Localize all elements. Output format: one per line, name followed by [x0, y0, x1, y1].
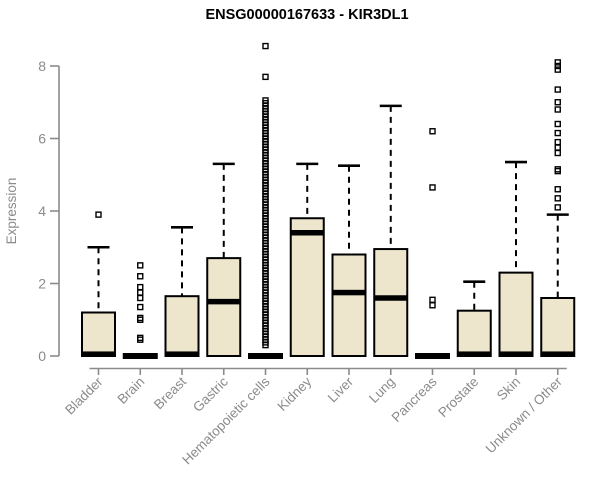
- y-tick-label: 4: [38, 203, 46, 219]
- box: [456, 309, 492, 357]
- outlier-point: [137, 289, 144, 296]
- x-category-label: Lung: [366, 374, 398, 406]
- outlier-point: [262, 73, 269, 81]
- median-line: [332, 289, 366, 296]
- outlier-point: [262, 42, 269, 50]
- box: [540, 297, 576, 357]
- outlier-point: [554, 66, 561, 73]
- x-category-label: Gastric: [190, 374, 231, 415]
- outlier-point: [554, 99, 561, 106]
- box: [373, 248, 409, 357]
- y-tick-label: 0: [38, 348, 46, 364]
- outlier-point: [429, 302, 436, 309]
- outlier-point: [429, 128, 436, 135]
- median-line: [499, 351, 533, 357]
- x-category-label: Liver: [325, 374, 357, 406]
- median-line: [457, 351, 491, 357]
- outlier-point: [95, 211, 102, 218]
- outlier-point: [429, 184, 436, 191]
- chart-title: ENSG00000167633 - KIR3DL1: [205, 7, 408, 23]
- x-category-label: Breast: [151, 374, 189, 412]
- median-line: [82, 351, 115, 357]
- box: [206, 257, 242, 357]
- y-tick-label: 2: [38, 276, 46, 292]
- outlier-point: [554, 62, 561, 70]
- median-line: [207, 298, 241, 305]
- outlier-point: [137, 273, 144, 280]
- outlier-point: [137, 262, 144, 269]
- x-category-label: Pancreas: [389, 374, 440, 425]
- outlier-point: [137, 334, 144, 342]
- median-line: [374, 295, 408, 301]
- x-category-label: Skin: [494, 374, 523, 403]
- x-category-label: Brain: [114, 374, 147, 407]
- outlier-point: [554, 59, 561, 66]
- y-axis-label: Expression: [4, 178, 19, 245]
- box: [498, 271, 534, 357]
- outlier-point: [554, 129, 561, 137]
- box: [81, 311, 116, 357]
- collapsed-box-median: [122, 353, 158, 359]
- outlier-point: [137, 314, 144, 322]
- outlier-point: [554, 149, 561, 157]
- median-line: [165, 351, 199, 357]
- collapsed-box-median: [415, 353, 450, 359]
- outlier-point: [137, 283, 144, 291]
- outlier-point: [554, 86, 561, 93]
- box: [331, 253, 367, 357]
- outlier-point: [554, 120, 561, 128]
- outlier-point: [262, 97, 269, 104]
- outlier-point: [554, 195, 561, 202]
- box: [164, 295, 200, 357]
- outlier-point: [554, 166, 561, 173]
- outlier-point: [137, 303, 144, 311]
- median-line: [290, 230, 324, 236]
- outlier-point: [554, 144, 561, 151]
- outlier-point: [429, 296, 436, 304]
- y-tick-label: 8: [38, 58, 46, 74]
- y-tick-label: 6: [38, 131, 46, 147]
- outlier-point: [554, 106, 561, 113]
- outlier-point: [554, 204, 561, 211]
- collapsed-box-median: [248, 353, 283, 359]
- x-category-label: Prostate: [435, 374, 481, 420]
- box: [289, 217, 325, 357]
- median-line: [541, 351, 575, 357]
- outlier-point: [554, 186, 561, 193]
- outlier-point: [554, 138, 561, 146]
- x-category-label: Kidney: [275, 374, 315, 414]
- x-category-label: Unknown / Other: [483, 374, 566, 457]
- x-category-label: Bladder: [62, 374, 106, 418]
- outlier-point: [137, 294, 144, 302]
